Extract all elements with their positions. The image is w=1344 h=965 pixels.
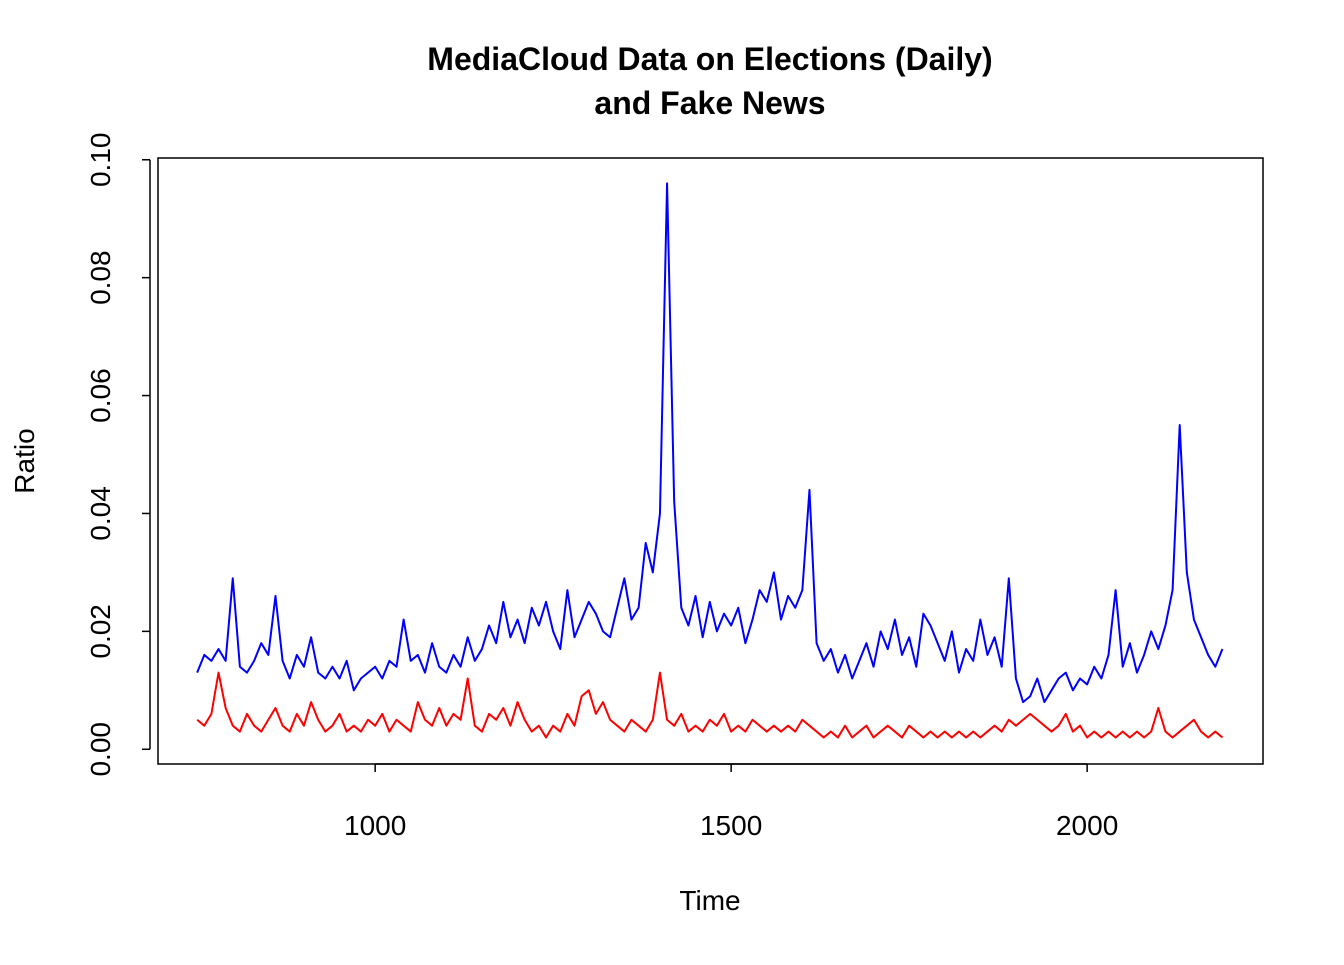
- x-tick-label: 1500: [700, 810, 762, 841]
- chart-title: MediaCloud Data on Elections (Daily): [427, 41, 992, 77]
- y-tick-label: 0.04: [85, 486, 116, 541]
- y-axis-label: Ratio: [9, 428, 40, 493]
- y-tick-label: 0.10: [85, 133, 116, 188]
- x-tick-label: 1000: [344, 810, 406, 841]
- series-line: [196, 671, 1224, 739]
- y-tick-label: 0.00: [85, 722, 116, 777]
- y-tick-label: 0.02: [85, 604, 116, 659]
- chart-title: and Fake News: [594, 85, 825, 121]
- series-line: [196, 182, 1224, 704]
- x-tick-label: 2000: [1056, 810, 1118, 841]
- y-tick-label: 0.08: [85, 250, 116, 305]
- y-tick-label: 0.06: [85, 368, 116, 423]
- x-axis-label: Time: [679, 885, 740, 916]
